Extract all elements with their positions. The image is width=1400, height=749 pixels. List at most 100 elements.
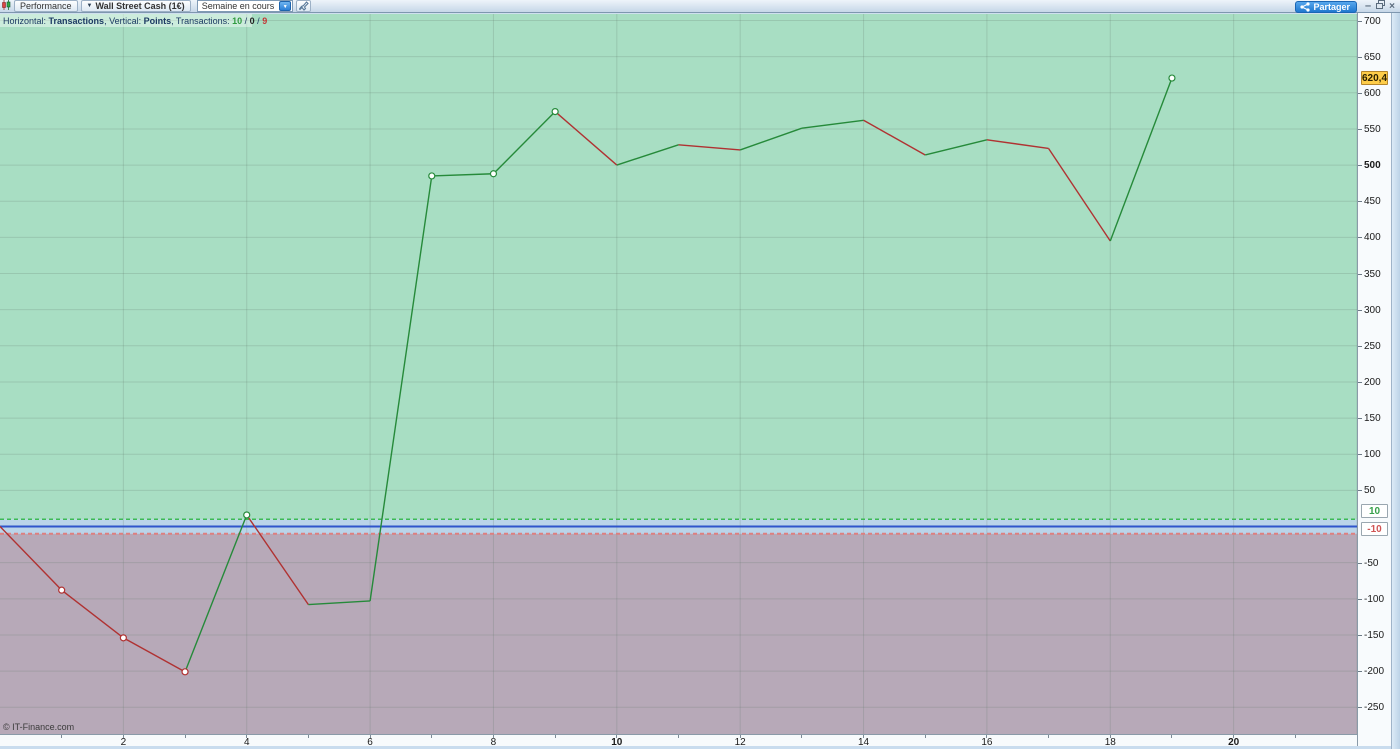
y-axis-tick	[1358, 20, 1362, 22]
chart-info-bar: Horizontal: Transactions, Vertical: Poin…	[0, 14, 267, 27]
wrench-icon	[298, 1, 309, 11]
horizontal-axis-label: Horizontal:	[3, 15, 49, 26]
transaction-marker	[181, 668, 189, 676]
last-value-badge: 620,4	[1361, 71, 1388, 86]
x-axis-label: 12	[734, 737, 746, 748]
y-axis-label: 350	[1364, 268, 1381, 280]
y-axis-label: 500	[1364, 160, 1381, 172]
y-axis-tick	[1358, 345, 1362, 347]
y-axis-label: 600	[1364, 87, 1381, 99]
y-axis-label: -150	[1364, 629, 1385, 641]
period-value: Semaine en cours	[201, 1, 275, 11]
x-axis-tick	[1294, 735, 1296, 738]
transaction-marker	[489, 170, 498, 178]
x-axis-tick	[122, 735, 124, 738]
restore-button[interactable]	[1374, 0, 1386, 13]
wins-count: 10	[232, 15, 243, 26]
y-axis-tick	[1358, 309, 1362, 311]
y-axis-label: 250	[1364, 340, 1381, 352]
x-axis-label: 16	[981, 737, 993, 748]
transaction-marker	[428, 172, 436, 180]
y-axis-tick	[1358, 562, 1362, 564]
transaction-marker	[551, 107, 559, 116]
y-axis-tick	[1358, 634, 1362, 636]
x-axis-tick	[739, 735, 741, 738]
y-axis-tick	[1358, 598, 1362, 600]
share-button[interactable]: Partager	[1295, 0, 1357, 13]
x-axis-tick	[1048, 735, 1050, 738]
share-button-label: Partager	[1313, 1, 1350, 12]
x-axis-tick	[61, 735, 63, 738]
y-axis-label: 300	[1364, 304, 1381, 316]
y-axis-label: -200	[1364, 666, 1385, 678]
y-axis-tick	[1358, 418, 1362, 420]
tab-performance[interactable]: Performance	[14, 0, 78, 12]
x-axis-tick	[863, 735, 865, 738]
restore-icon	[1375, 0, 1385, 9]
y-axis-label: 50	[1364, 485, 1376, 497]
y-axis-tick	[1358, 671, 1362, 673]
x-axis-label: 10	[611, 737, 623, 748]
x-axis-label: 8	[490, 737, 497, 748]
chart-plot-area[interactable]: Horizontal: Transactions, Vertical: Poin…	[0, 14, 1357, 734]
x-axis-tick	[986, 735, 988, 738]
dropdown-arrow-icon[interactable]: ▼	[279, 1, 292, 11]
y-axis-label: -250	[1364, 702, 1385, 714]
candlestick-chart-icon	[2, 0, 11, 12]
x-axis-tick	[1171, 735, 1173, 738]
y-axis-label: 400	[1364, 232, 1381, 244]
y-axis-tick	[1358, 454, 1362, 456]
x-axis-tick	[1233, 735, 1235, 738]
y-axis-tick	[1358, 237, 1362, 239]
transaction-marker	[243, 511, 251, 519]
x-axis-tick	[307, 735, 309, 738]
x-axis-tick	[801, 735, 803, 738]
y-axis-tick	[1358, 56, 1362, 58]
y-axis-tick	[1358, 490, 1362, 492]
y-axis-tick	[1358, 128, 1362, 130]
x-axis-tick	[924, 735, 926, 738]
x-axis-tick	[431, 735, 433, 738]
transaction-marker	[119, 634, 127, 642]
y-axis-tick	[1358, 381, 1362, 383]
y-axis-label: 200	[1364, 376, 1381, 388]
settings-button[interactable]	[296, 0, 312, 12]
x-axis-label: 6	[367, 737, 373, 748]
neutral-count: 0	[249, 15, 255, 26]
y-axis-tick	[1358, 707, 1362, 709]
x-axis-tick	[678, 735, 679, 738]
x-axis-tick	[492, 735, 494, 738]
instrument-selector[interactable]: ▼ Wall Street Cash (1€)	[80, 0, 191, 12]
y-axis: 10 -10 620,4 700 650 600 550 500 450 400 350 300…	[1357, 13, 1391, 746]
x-axis-label: 18	[1104, 737, 1116, 748]
y-axis-label: -50	[1364, 557, 1379, 569]
toolbar: Performance ▼ Wall Street Cash (1€) Sema…	[0, 0, 1400, 13]
period-selector[interactable]: Semaine en cours ▼	[196, 0, 294, 12]
y-axis-tick	[1358, 92, 1362, 94]
x-axis-tick	[369, 735, 371, 738]
copyright-label: © IT-Finance.com	[3, 722, 75, 732]
y-axis-tick	[1358, 165, 1362, 167]
x-axis-label: 14	[857, 737, 870, 748]
x-axis-tick	[616, 735, 618, 738]
equity-curve-chart	[0, 14, 1357, 734]
minimize-button[interactable]: –	[1364, 0, 1372, 12]
share-icon	[1300, 1, 1311, 12]
x-axis-tick	[554, 735, 556, 738]
x-axis: 2 4 6 8 10 12 14 16 18 20	[0, 734, 1358, 748]
y-axis-tick	[1358, 201, 1362, 203]
y-axis-label: 450	[1364, 196, 1381, 208]
x-axis-label: 20	[1228, 737, 1240, 748]
right-window-border	[1391, 13, 1400, 749]
instrument-label: Wall Street Cash (1€)	[95, 1, 185, 11]
x-axis-tick	[184, 735, 186, 738]
x-axis-label: 2	[120, 737, 127, 748]
y-axis-label: 650	[1364, 51, 1381, 63]
close-button[interactable]: ×	[1389, 1, 1395, 12]
y-axis-label: 100	[1364, 449, 1381, 461]
transaction-marker	[1168, 74, 1176, 82]
x-axis-label: 4	[243, 737, 250, 748]
chevron-down-icon: ▼	[86, 3, 93, 9]
bottom-window-border	[0, 746, 1391, 749]
